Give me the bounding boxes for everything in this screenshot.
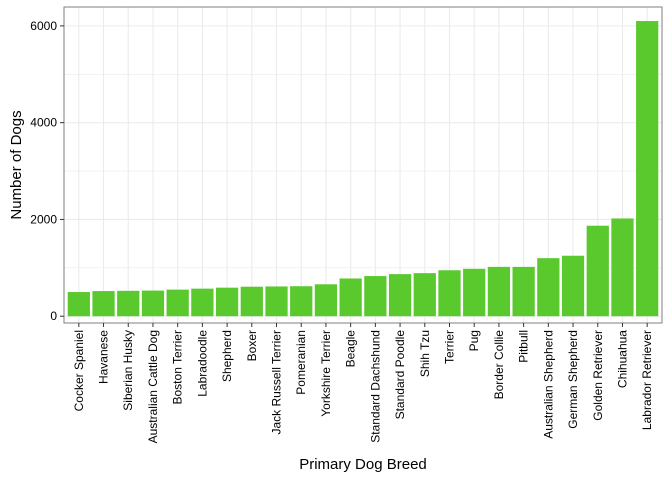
- x-tick-label: Chihuahua: [615, 330, 629, 388]
- y-tick-label: 2000: [30, 212, 57, 226]
- bar: [117, 290, 140, 317]
- x-tick-label: Havanese: [97, 330, 111, 384]
- y-axis-title: Number of Dogs: [8, 110, 25, 219]
- y-tick-label: 6000: [30, 19, 57, 33]
- bar: [314, 284, 338, 317]
- x-tick-label: Labrador Retriever: [640, 330, 654, 430]
- x-tick-label: Shepherd: [220, 330, 234, 382]
- x-tick-label: Pug: [467, 330, 481, 351]
- x-tick-label: Golden Retriever: [591, 330, 605, 421]
- bar: [364, 276, 387, 317]
- x-axis-title: Primary Dog Breed: [299, 456, 427, 473]
- bar: [537, 258, 560, 317]
- bar: [561, 255, 585, 317]
- bars: [67, 21, 659, 317]
- x-tick-label: Cocker Spaniel: [72, 330, 86, 411]
- bar: [438, 270, 461, 317]
- x-tick-label: Siberian Husky: [121, 330, 135, 411]
- panel-border: [63, 6, 663, 324]
- bar: [413, 273, 436, 317]
- bar: [339, 278, 362, 317]
- bar: [67, 292, 90, 317]
- bar: [636, 21, 659, 317]
- x-tick-label: Australian Shepherd: [541, 330, 555, 439]
- x-tick-label: Labradoodle: [195, 330, 209, 397]
- x-tick-label: Jack Russell Terrier: [270, 330, 284, 434]
- bar: [388, 274, 412, 317]
- x-tick-label: Terrier: [442, 330, 456, 364]
- bar: [166, 289, 189, 317]
- bar: [141, 290, 165, 317]
- bar: [92, 291, 115, 317]
- bar: [240, 286, 263, 317]
- bar: [215, 287, 239, 317]
- x-tick-label: Border Collie: [492, 330, 506, 400]
- y-tick-label: 0: [50, 309, 57, 323]
- y-tick-label: 4000: [30, 116, 57, 130]
- x-tick-label: Boxer: [245, 330, 259, 361]
- bar: [463, 268, 486, 317]
- x-tick-label: German Shepherd: [566, 330, 580, 429]
- bar: [611, 218, 634, 317]
- bar: [586, 225, 609, 317]
- x-tick-label: Standard Dachshund: [368, 330, 382, 443]
- x-tick-label: Australian Cattle Dog: [146, 330, 160, 443]
- x-tick-label: Shih Tzu: [418, 330, 432, 377]
- x-tick-label: Standard Poodle: [393, 330, 407, 420]
- y-axis: 0 2000 4000 6000: [30, 19, 64, 323]
- x-tick-label: Yorkshire Terrier: [319, 330, 333, 417]
- x-tick-label: Beagle: [344, 330, 358, 368]
- bar: [512, 266, 535, 317]
- bar: [487, 266, 511, 317]
- x-tick-label: Boston Terrier: [171, 330, 185, 404]
- x-tick-label: Pomeranian: [294, 330, 308, 395]
- bar: [290, 286, 313, 317]
- bar: [265, 286, 288, 317]
- x-axis: Cocker Spaniel Havanese Siberian Husky Aust…: [72, 323, 654, 443]
- x-tick-label: Pitbull: [517, 330, 531, 363]
- bar: [191, 288, 214, 317]
